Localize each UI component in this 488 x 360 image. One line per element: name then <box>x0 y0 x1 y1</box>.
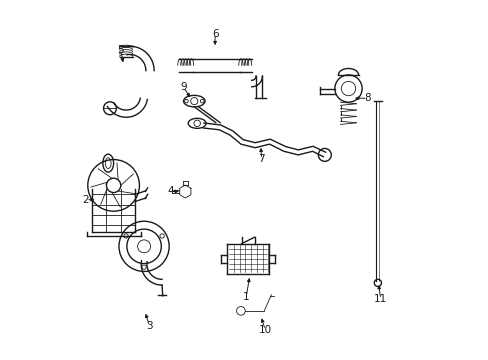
Text: 4: 4 <box>167 186 174 197</box>
Text: 6: 6 <box>211 29 218 39</box>
Text: 1: 1 <box>243 292 249 302</box>
Text: 2: 2 <box>82 195 89 205</box>
Text: 7: 7 <box>258 154 264 164</box>
Text: 5: 5 <box>117 45 124 55</box>
Text: 10: 10 <box>258 325 271 335</box>
Text: 11: 11 <box>373 294 386 304</box>
Text: 9: 9 <box>180 82 186 93</box>
Text: 3: 3 <box>146 321 152 331</box>
Text: 8: 8 <box>364 93 370 103</box>
